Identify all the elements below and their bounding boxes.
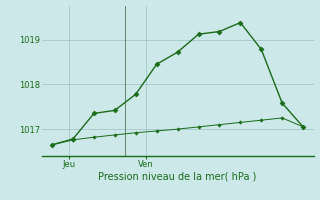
X-axis label: Pression niveau de la mer( hPa ): Pression niveau de la mer( hPa ) [99,172,257,182]
